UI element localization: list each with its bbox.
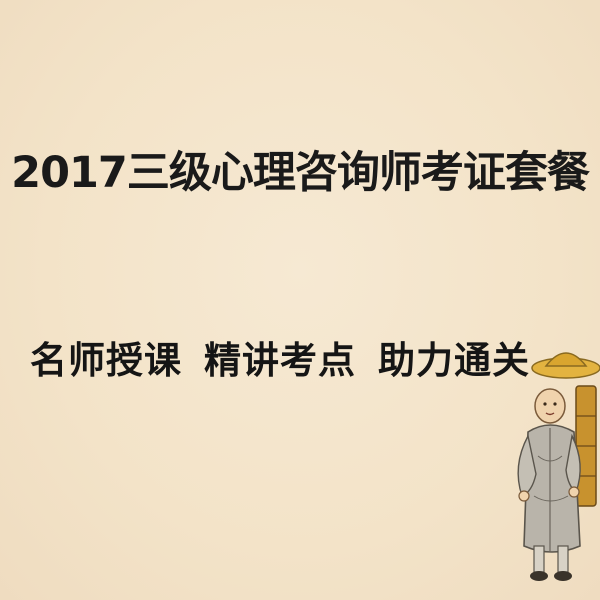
slogan-phrase-1: 名师授课	[30, 338, 182, 382]
slogan-phrase-3: 助力通关	[378, 338, 530, 382]
monk-illustration-icon	[517, 352, 600, 581]
banner-title: 2017三级心理咨询师考证套餐	[11, 148, 590, 198]
slogan-phrase-2: 精讲考点	[204, 338, 356, 382]
slogan-line: 名师授课 精讲考点 助力通关	[30, 330, 570, 384]
